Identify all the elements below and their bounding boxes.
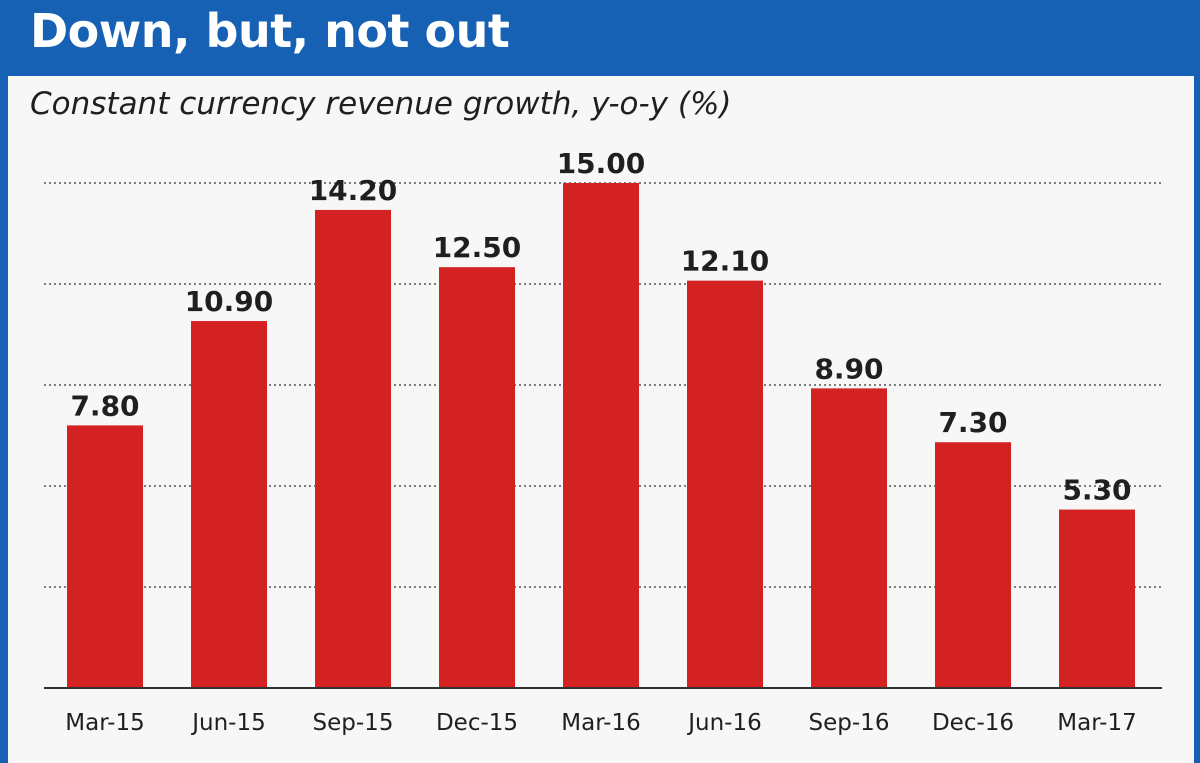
category-label: Sep-15 [313,710,394,736]
chart-title: Down, but, not out [30,4,510,58]
value-label: 10.90 [185,285,274,318]
title-bar: Down, but, not out [8,0,1194,76]
value-label: 15.00 [557,147,646,180]
value-label: 8.90 [814,352,883,385]
bar-jun-16 [687,280,763,688]
value-labels: 7.80 10.90 14.20 12.50 15.00 12.10 8.90 7.30 5.3… [70,147,1131,507]
value-label: 14.20 [309,174,398,207]
category-label: Mar-17 [1057,710,1137,736]
bar-mar-17 [1059,509,1135,688]
chart-subtitle: Constant currency revenue growth, y-o-y … [30,86,732,122]
bars [67,183,1135,688]
category-labels: Mar-15 Jun-15 Sep-15 Dec-15 Mar-16 Jun-16 Sep-… [65,710,1137,736]
category-label: Mar-15 [65,710,145,736]
bar-jun-15 [191,321,267,688]
value-label: 5.30 [1062,474,1131,507]
bar-sep-15 [315,209,391,688]
bar-dec-16 [935,442,1011,688]
category-label: Jun-16 [686,710,762,736]
bar-mar-15 [67,425,143,688]
value-label: 7.80 [70,389,139,422]
category-label: Dec-16 [932,710,1014,736]
category-label: Jun-15 [190,710,266,736]
bar-sep-16 [811,388,887,688]
value-label: 7.30 [938,406,1007,439]
bar-mar-16 [563,183,639,688]
category-label: Mar-16 [561,710,641,736]
category-label: Dec-15 [436,710,518,736]
bar-dec-15 [439,267,515,688]
value-label: 12.50 [433,231,522,264]
category-label: Sep-16 [809,710,890,736]
value-label: 12.10 [681,245,770,278]
